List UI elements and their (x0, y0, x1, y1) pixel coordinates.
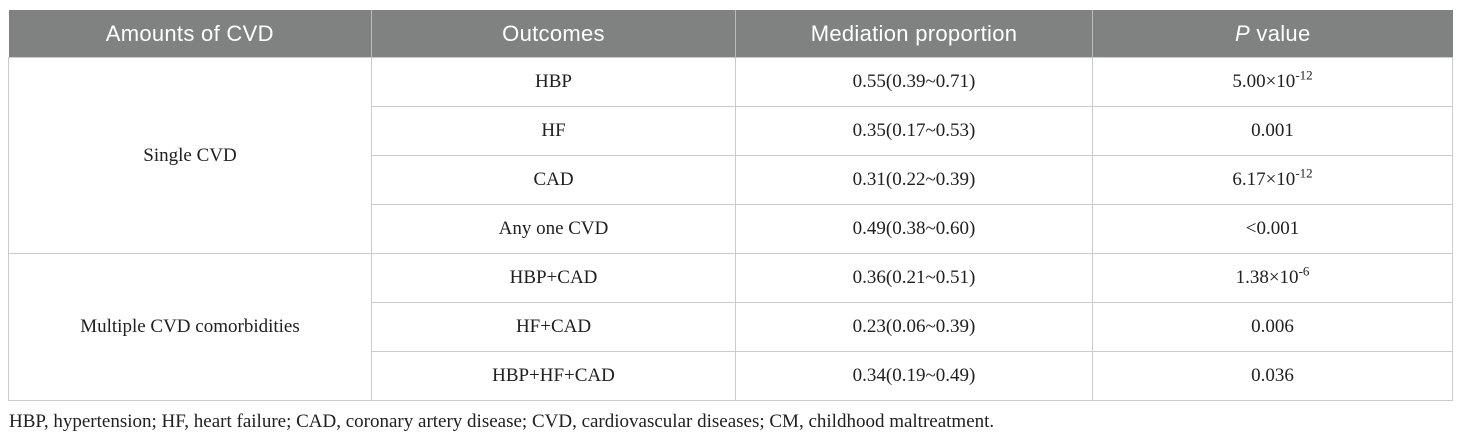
p-value-base: 6.17×10 (1232, 169, 1296, 190)
p-value-base: 0.006 (1251, 316, 1294, 337)
table-footnote: HBP, hypertension; HF, heart failure; CA… (9, 411, 995, 432)
table-row: Any one CVD 0.49(0.38~0.60) <0.001 (9, 204, 1453, 254)
p-value-exponent: -6 (1298, 263, 1310, 279)
p-value-cell: 1.38×10-6 (1092, 253, 1453, 303)
p-value-cell: 0.001 (1092, 106, 1453, 156)
group-cell-multiple-cvd-comorbidities: Multiple CVD comorbidities (8, 253, 372, 401)
p-value-exponent: -12 (1295, 165, 1313, 181)
col-header-p-value: P value (1092, 10, 1453, 58)
outcome-cell: HBP+HF+CAD (371, 351, 736, 401)
mediation-cell: 0.23(0.06~0.39) (735, 302, 1093, 352)
table-row: HF 0.35(0.17~0.53) 0.001 (9, 106, 1453, 156)
p-value-base: 0.001 (1251, 120, 1294, 141)
group-cell-single-cvd: Single CVD (8, 57, 372, 254)
table-row: Multiple CVD comorbidities HBP+CAD 0.36(… (8, 253, 1453, 401)
table-header-row: Amounts of CVD Outcomes Mediation propor… (8, 10, 1453, 58)
p-value-exponent: -12 (1295, 67, 1313, 83)
p-value-rest: value (1249, 20, 1311, 46)
mediation-cell: 0.55(0.39~0.71) (735, 57, 1093, 107)
p-value-italic-p: P (1235, 20, 1250, 46)
p-value-base: 1.38×10 (1235, 267, 1299, 288)
outcome-cell: HBP (371, 57, 736, 107)
p-value-base: 0.036 (1251, 365, 1294, 386)
outcome-cell: HBP+CAD (371, 253, 736, 303)
outcome-cell: CAD (371, 155, 736, 205)
p-value-base: <0.001 (1245, 218, 1300, 239)
table-row: HF+CAD 0.23(0.06~0.39) 0.006 (9, 302, 1453, 352)
mediation-cell: 0.49(0.38~0.60) (735, 204, 1093, 254)
p-value-cell: 6.17×10-12 (1092, 155, 1453, 205)
mediation-table: Amounts of CVD Outcomes Mediation propor… (8, 10, 1453, 401)
mediation-cell: 0.35(0.17~0.53) (735, 106, 1093, 156)
p-value-base: 5.00×10 (1232, 71, 1296, 92)
col-header-mediation-proportion: Mediation proportion (735, 10, 1093, 58)
p-value-cell: 0.036 (1092, 351, 1453, 401)
p-value-cell: <0.001 (1092, 204, 1453, 254)
col-header-amounts-of-cvd: Amounts of CVD (8, 10, 372, 58)
outcome-cell: Any one CVD (371, 204, 736, 254)
outcome-cell: HF (371, 106, 736, 156)
outcome-cell: HF+CAD (371, 302, 736, 352)
mediation-cell: 0.36(0.21~0.51) (735, 253, 1093, 303)
mediation-cell: 0.34(0.19~0.49) (735, 351, 1093, 401)
table-row: CAD 0.31(0.22~0.39) 6.17×10-12 (9, 155, 1453, 205)
p-value-cell: 5.00×10-12 (1092, 57, 1453, 107)
table-row: Single CVD HBP 0.55(0.39~0.71) 5.00×10-1… (8, 57, 1453, 254)
p-value-cell: 0.006 (1092, 302, 1453, 352)
col-header-outcomes: Outcomes (371, 10, 736, 58)
mediation-cell: 0.31(0.22~0.39) (735, 155, 1093, 205)
table-row: HBP+HF+CAD 0.34(0.19~0.49) 0.036 (9, 351, 1453, 401)
